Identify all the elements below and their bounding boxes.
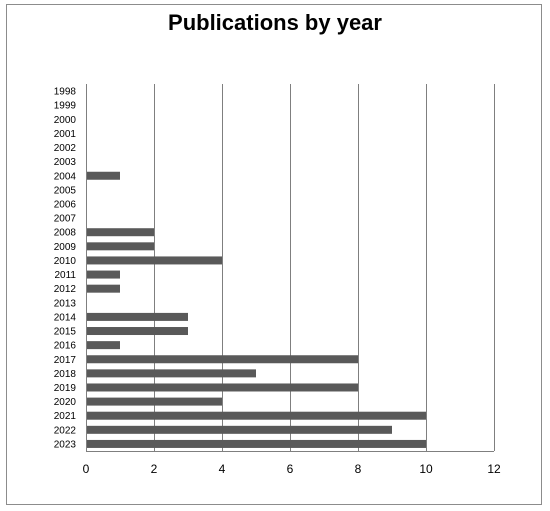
bar-2017 — [87, 355, 358, 364]
bar-2012 — [87, 284, 120, 293]
x-tick-label: 10 — [419, 462, 433, 476]
y-tick-label: 2023 — [54, 439, 77, 450]
bar-2008 — [87, 228, 154, 237]
y-tick-label: 2008 — [54, 228, 77, 239]
y-tick-label: 2019 — [54, 383, 77, 394]
bar-2022 — [87, 425, 392, 434]
x-tick-label: 8 — [355, 462, 362, 476]
x-tick-label: 4 — [219, 462, 226, 476]
chart-frame — [6, 4, 542, 505]
y-tick-label: 2011 — [54, 270, 76, 281]
y-tick-label: 2015 — [54, 327, 77, 338]
bar-2010 — [87, 256, 222, 265]
bar-2004 — [87, 171, 120, 180]
y-tick-label: 2017 — [54, 355, 77, 366]
x-tick-label: 6 — [287, 462, 294, 476]
y-tick-label: 2003 — [54, 157, 77, 168]
y-tick-label: 2012 — [54, 284, 77, 295]
y-tick-label: 2002 — [54, 143, 77, 154]
bar-2014 — [87, 312, 188, 321]
y-tick-label: 2014 — [54, 312, 77, 323]
y-tick-label: 1998 — [54, 87, 77, 98]
y-tick-label: 2000 — [54, 115, 77, 126]
y-tick-label: 1999 — [54, 101, 77, 112]
bar-2009 — [87, 242, 154, 251]
y-tick-label: 2022 — [54, 425, 77, 436]
y-tick-label: 2016 — [54, 341, 77, 352]
y-tick-label: 2009 — [54, 242, 77, 253]
y-tick-label: 2020 — [54, 397, 77, 408]
x-tick-label: 0 — [83, 462, 90, 476]
y-tick-label: 2018 — [54, 369, 77, 380]
y-tick-label: 2001 — [54, 129, 77, 140]
bar-2016 — [87, 341, 120, 350]
y-tick-label: 2007 — [54, 214, 77, 225]
y-tick-label: 2005 — [54, 185, 77, 196]
y-tick-label: 2010 — [54, 256, 77, 267]
bar-2018 — [87, 369, 256, 378]
y-tick-label: 2013 — [54, 298, 77, 309]
bar-2020 — [87, 397, 222, 406]
y-tick-label: 2004 — [54, 171, 77, 182]
y-tick-label: 2006 — [54, 199, 77, 210]
x-tick-label: 2 — [151, 462, 158, 476]
y-tick-label: 2021 — [54, 411, 77, 422]
x-tick-label: 12 — [487, 462, 501, 476]
bar-2023 — [87, 439, 426, 448]
bar-2021 — [87, 411, 426, 420]
bar-2019 — [87, 383, 358, 392]
chart-title: Publications by year — [168, 10, 382, 35]
bar-2011 — [87, 270, 120, 279]
bar-2015 — [87, 327, 188, 336]
